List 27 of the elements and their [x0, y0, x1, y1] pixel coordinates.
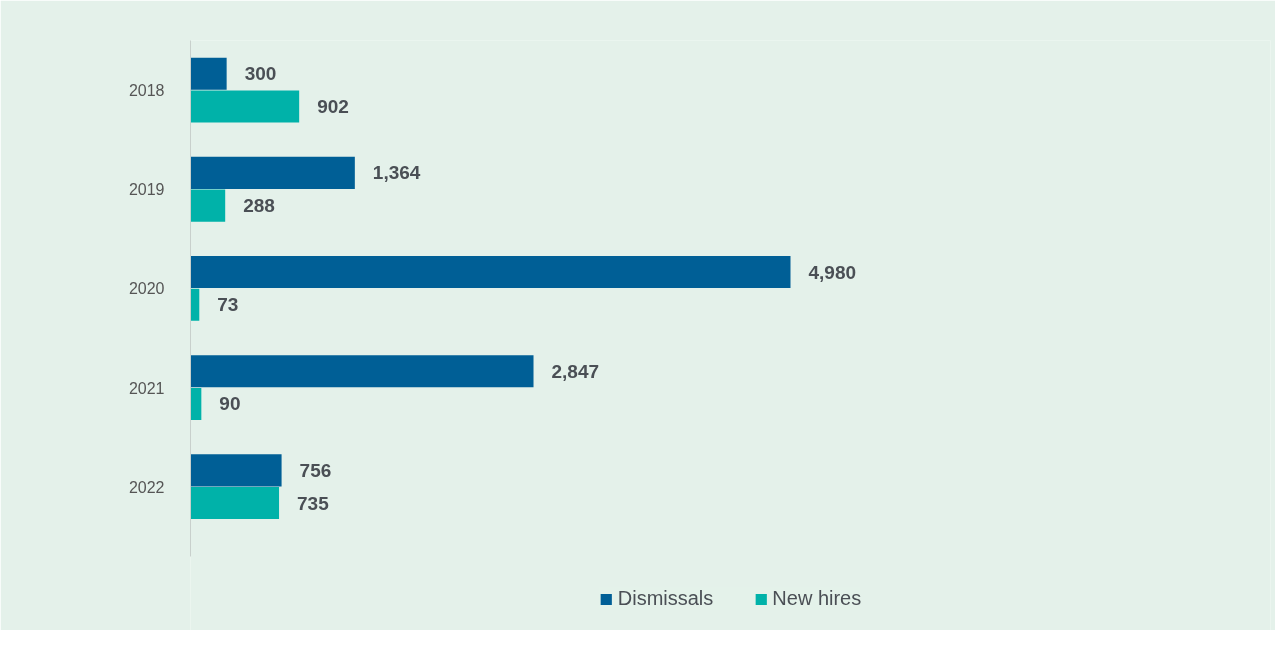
bar [190, 90, 300, 123]
data-label: 300 [244, 63, 277, 85]
legend-label: New hires [772, 587, 862, 610]
data-label: 288 [243, 195, 275, 217]
y-tick-label: 2018 [128, 82, 165, 100]
data-label: 902 [317, 95, 349, 117]
bar [190, 189, 226, 222]
data-label: 73 [217, 294, 239, 316]
bar [190, 156, 355, 189]
bar [190, 256, 791, 289]
y-tick-label: 2022 [128, 478, 165, 496]
y-tick-label: 2020 [128, 280, 165, 298]
bar [190, 487, 280, 520]
data-label: 735 [297, 492, 330, 514]
data-label: 1,364 [372, 162, 421, 184]
bar [190, 355, 534, 388]
y-tick-label: 2019 [128, 181, 165, 199]
bar [190, 454, 282, 487]
bar [190, 288, 200, 321]
data-label: 90 [219, 393, 241, 415]
data-label: 4,980 [808, 261, 857, 283]
legend-label: Dismissals [617, 587, 714, 610]
bar [190, 57, 227, 90]
y-tick-label: 2021 [128, 379, 165, 397]
bar [190, 387, 202, 420]
data-label: 2,847 [551, 360, 600, 382]
data-label: 756 [299, 459, 332, 481]
